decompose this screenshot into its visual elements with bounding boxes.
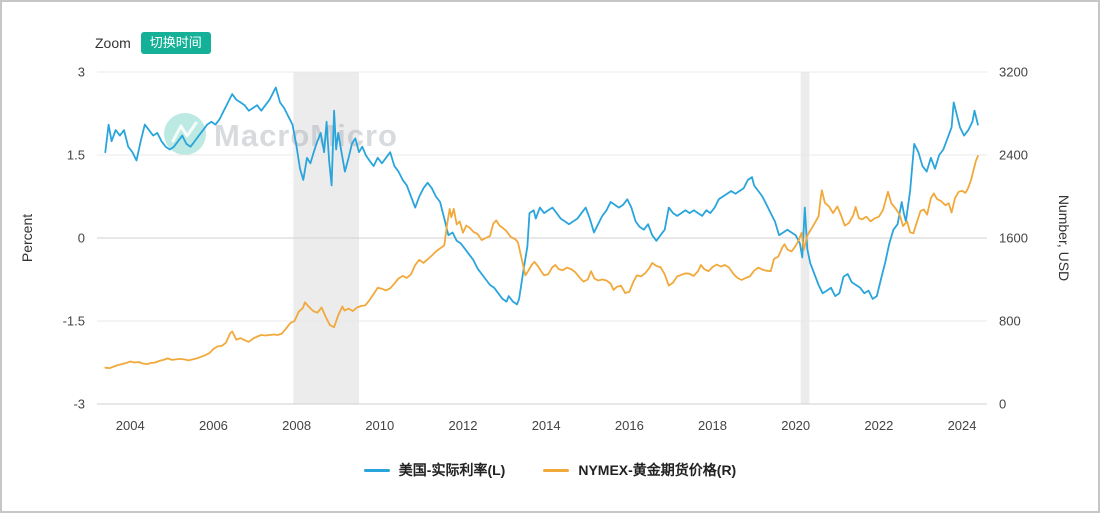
svg-text:3200: 3200 [999,65,1028,80]
legend: 美国-实际利率(L) NYMEX-黄金期货价格(R) [2,460,1098,480]
svg-text:1600: 1600 [999,231,1028,246]
chart-toolbar: Zoom 切换时间 [95,32,211,54]
axis-tick-labels: 3 1.5 0 -1.5 -3 3200 2400 1600 800 0 2004 2006 2008 2… [63,65,1028,434]
svg-text:2014: 2014 [532,418,561,433]
legend-item-real-rate[interactable]: 美国-实际利率(L) [363,460,506,480]
svg-text:2008: 2008 [282,418,311,433]
svg-text:2400: 2400 [999,148,1028,163]
zoom-label: Zoom [95,34,131,51]
gridlines [97,71,987,405]
svg-text:2022: 2022 [864,418,893,433]
legend-label-gold-price: NYMEX-黄金期货价格(R) [578,462,737,478]
legend-item-gold-price[interactable]: NYMEX-黄金期货价格(R) [543,460,736,480]
svg-text:2004: 2004 [116,418,145,433]
svg-text:2024: 2024 [948,418,977,433]
svg-text:-3: -3 [73,397,85,412]
svg-text:2018: 2018 [698,418,727,433]
logo-chartline-icon [171,121,198,143]
svg-text:2020: 2020 [781,418,810,433]
right-axis-title: Number, USD [1056,195,1072,281]
legend-label-real-rate: 美国-实际利率(L) [398,462,506,478]
legend-swatch-gold-price [543,468,570,472]
data-series-lines [104,86,979,370]
svg-text:0: 0 [78,231,85,246]
left-axis-title: Percent [19,214,35,262]
svg-text:2012: 2012 [449,418,478,433]
legend-swatch-real-rate [363,468,390,472]
svg-text:2006: 2006 [199,418,228,433]
svg-text:800: 800 [999,314,1021,329]
svg-text:3: 3 [78,65,85,80]
svg-text:1.5: 1.5 [67,148,85,163]
svg-text:-1.5: -1.5 [63,314,85,329]
svg-text:0: 0 [999,397,1006,412]
time-range-toggle-button[interactable]: 切换时间 [140,32,211,54]
svg-text:2010: 2010 [365,418,394,433]
svg-text:2016: 2016 [615,418,644,433]
watermark-text: MacroMicro [214,118,398,153]
